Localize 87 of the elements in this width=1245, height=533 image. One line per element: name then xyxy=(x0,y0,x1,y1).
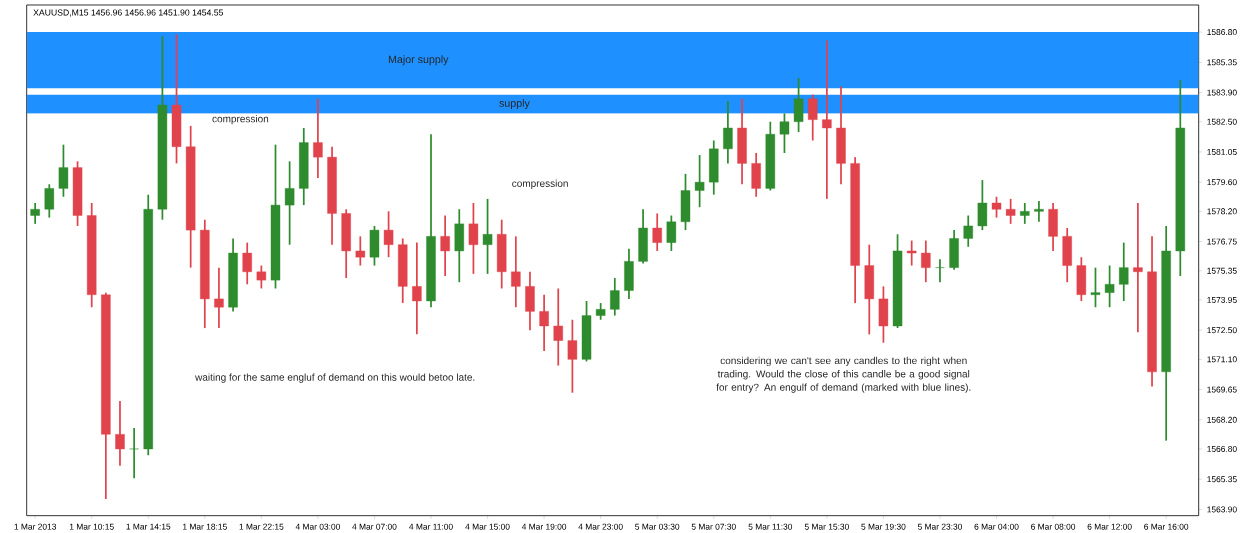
chart-title: XAUUSD,M15 1456.96 1456.96 1451.90 1454.55 xyxy=(33,9,224,17)
y-tick-label: 1582.50 xyxy=(1207,118,1237,125)
candlestick xyxy=(610,277,620,317)
band-label: supply xyxy=(499,99,530,109)
candlestick xyxy=(553,287,563,367)
candlestick xyxy=(1133,202,1143,334)
candlestick xyxy=(482,197,493,275)
candlestick xyxy=(539,293,549,352)
candlestick xyxy=(468,202,479,275)
x-tick-label: 5 Mar 19:30 xyxy=(861,523,906,530)
candlestick xyxy=(906,239,917,267)
x-tick-label: 4 Mar 11:00 xyxy=(409,523,453,530)
x-tick-label: 5 Mar 03:30 xyxy=(635,523,680,530)
x-tick-label: 1 Mar 2013 xyxy=(14,523,57,530)
y-tick-label: 1585.35 xyxy=(1207,59,1237,66)
y-tick-label: 1566.80 xyxy=(1207,445,1237,452)
band-label: Major supply xyxy=(388,55,449,66)
y-tick-label: 1576.75 xyxy=(1207,238,1237,245)
y-tick-label: 1568.20 xyxy=(1207,416,1237,423)
candlestick xyxy=(808,93,818,142)
candlestick xyxy=(652,212,662,252)
annotation: compression xyxy=(512,179,568,189)
x-tick-label: 1 Mar 18:15 xyxy=(183,523,227,530)
candlestick xyxy=(58,143,69,198)
candlestick xyxy=(284,160,295,246)
annotation: compression xyxy=(212,114,269,125)
candlestick xyxy=(383,210,394,259)
candlestick xyxy=(30,202,40,225)
candlestick xyxy=(921,239,931,284)
x-tick-label: 1 Mar 14:15 xyxy=(126,523,171,530)
x-tick-label: 5 Mar 15:30 xyxy=(804,523,849,530)
candlestick xyxy=(723,100,733,165)
y-tick-label: 1575.35 xyxy=(1207,267,1237,274)
y-tick-label: 1578.20 xyxy=(1207,208,1237,215)
x-tick-label: 4 Mar 15:00 xyxy=(465,523,510,530)
x-tick-label: 5 Mar 11:30 xyxy=(748,523,793,530)
candlestick xyxy=(1034,200,1044,223)
y-tick-label: 1583.90 xyxy=(1207,89,1237,96)
candlestick xyxy=(355,235,366,267)
x-tick-label: 1 Mar 10:15 xyxy=(69,523,114,530)
x-tick-label: 1 Mar 22:15 xyxy=(239,523,284,530)
candlestick xyxy=(214,266,224,329)
x-tick-label: 5 Mar 23:30 xyxy=(917,523,963,530)
y-tick-label: 1581.05 xyxy=(1207,148,1237,155)
candlestick xyxy=(779,112,790,154)
x-tick-label: 6 Mar 04:00 xyxy=(974,523,1019,530)
x-tick-label: 4 Mar 19:00 xyxy=(521,523,567,530)
candlestick xyxy=(935,258,945,284)
candlestick xyxy=(567,318,578,394)
y-tick-label: 1571.10 xyxy=(1207,356,1237,363)
candlestick xyxy=(1020,202,1030,225)
x-tick-label: 6 Mar 16:00 xyxy=(1144,523,1189,530)
candlestick xyxy=(1119,241,1129,302)
candlestick xyxy=(666,214,677,252)
candlestick xyxy=(115,400,125,467)
x-tick-label: 6 Mar 08:00 xyxy=(1031,523,1076,530)
candlestick xyxy=(242,241,252,286)
y-tick-label: 1563.90 xyxy=(1207,506,1237,513)
candlestick xyxy=(1005,197,1016,225)
x-tick-label: 6 Mar 12:00 xyxy=(1087,523,1132,530)
y-tick-label: 1586.80 xyxy=(1207,29,1237,36)
y-tick-label: 1569.65 xyxy=(1207,386,1237,393)
candlestick xyxy=(313,97,323,179)
annotation: waiting for the same engluf of demand on this would betoo late. xyxy=(195,373,475,383)
candlestick xyxy=(256,264,267,290)
candlestick xyxy=(1104,264,1115,309)
x-tick-label: 5 Mar 07:30 xyxy=(691,523,736,530)
y-tick-label: 1572.50 xyxy=(1207,327,1237,334)
x-tick-label: 4 Mar 07:00 xyxy=(352,523,397,530)
y-tick-label: 1579.60 xyxy=(1207,179,1237,186)
candlestick xyxy=(1090,266,1101,309)
candlestick xyxy=(511,235,521,309)
x-tick-label: 4 Mar 03:00 xyxy=(295,523,340,530)
y-tick-label: 1573.95 xyxy=(1207,296,1237,303)
candlestick xyxy=(694,154,705,209)
y-tick-label: 1565.35 xyxy=(1207,476,1237,483)
candlestick xyxy=(822,39,832,200)
candlestick xyxy=(793,77,804,134)
candlestick xyxy=(440,214,450,277)
x-tick-label: 4 Mar 23:00 xyxy=(578,523,623,530)
candlestick xyxy=(963,214,973,248)
annotation: considering we can't see any candles to the right when trading. Would the close of this candle be a good signal for entry? An engulf of demand (marked with blue lines). xyxy=(716,356,971,393)
candlestick xyxy=(991,195,1002,219)
candlestick xyxy=(412,241,422,336)
candlestick xyxy=(44,183,55,219)
candlestick xyxy=(129,427,139,480)
candlestick xyxy=(977,179,988,231)
